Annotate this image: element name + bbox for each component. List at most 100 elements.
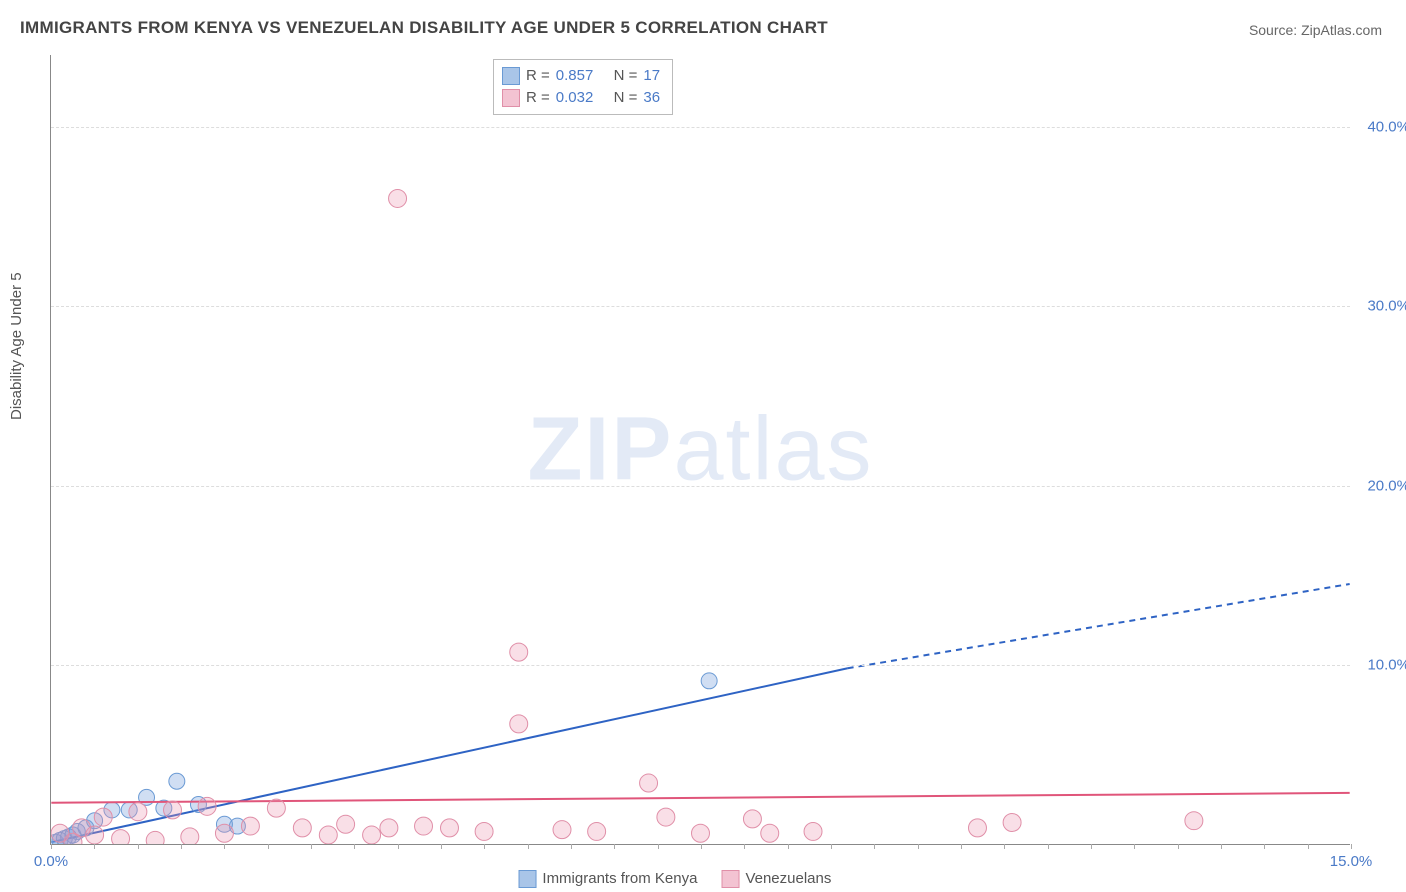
gridline (51, 486, 1350, 487)
x-tick-minor (311, 844, 312, 849)
data-point (968, 819, 986, 837)
x-tick-minor (354, 844, 355, 849)
n-value: 17 (643, 65, 660, 87)
x-tick-minor (744, 844, 745, 849)
data-point (743, 810, 761, 828)
x-tick-minor (1308, 844, 1309, 849)
r-value: 0.857 (556, 65, 594, 87)
r-label: R = (526, 65, 550, 87)
x-tick-minor (658, 844, 659, 849)
data-point (337, 815, 355, 833)
source-label: Source: ZipAtlas.com (1249, 22, 1382, 38)
y-axis-label: Disability Age Under 5 (8, 272, 25, 420)
legend-item: Venezuelans (721, 870, 831, 888)
n-value: 36 (643, 87, 660, 109)
data-point (510, 715, 528, 733)
x-tick-minor (1178, 844, 1179, 849)
legend-swatch (518, 870, 536, 888)
plot-area: ZIPatlas R = 0.857 N = 17R = 0.032 N = 3… (50, 55, 1350, 845)
r-label: R = (526, 87, 550, 109)
x-tick-minor (614, 844, 615, 849)
legend-swatch (502, 67, 520, 85)
data-point (146, 831, 164, 844)
r-value: 0.032 (556, 87, 594, 109)
x-tick-minor (1134, 844, 1135, 849)
legend-swatch (721, 870, 739, 888)
x-tick-minor (224, 844, 225, 849)
legend-swatch (502, 89, 520, 107)
data-point (241, 817, 259, 835)
chart-svg (51, 55, 1350, 844)
data-point (215, 824, 233, 842)
x-tick-minor (831, 844, 832, 849)
data-point (440, 819, 458, 837)
data-point (510, 643, 528, 661)
correlation-legend: R = 0.857 N = 17R = 0.032 N = 36 (493, 59, 673, 115)
legend-item: Immigrants from Kenya (518, 870, 697, 888)
x-tick-minor (51, 844, 52, 849)
data-point (380, 819, 398, 837)
data-point (640, 774, 658, 792)
data-point (363, 826, 381, 844)
data-point (1185, 812, 1203, 830)
y-tick-label: 30.0% (1367, 298, 1406, 315)
data-point (553, 821, 571, 839)
x-tick-minor (138, 844, 139, 849)
data-point (804, 822, 822, 840)
x-tick-minor (484, 844, 485, 849)
trend-line-extension (848, 584, 1350, 668)
data-point (181, 828, 199, 844)
bottom-legend: Immigrants from Kenya Venezuelans (518, 870, 831, 888)
data-point (692, 824, 710, 842)
y-tick-label: 40.0% (1367, 118, 1406, 135)
data-point (169, 773, 185, 789)
data-point (761, 824, 779, 842)
data-point (267, 799, 285, 817)
gridline (51, 665, 1350, 666)
data-point (293, 819, 311, 837)
trend-line (51, 793, 1349, 803)
data-point (164, 801, 182, 819)
data-point (1003, 813, 1021, 831)
x-tick-minor (1264, 844, 1265, 849)
legend-label: Venezuelans (745, 870, 831, 887)
x-tick-minor (961, 844, 962, 849)
x-tick-minor (441, 844, 442, 849)
y-tick-label: 20.0% (1367, 477, 1406, 494)
data-point (319, 826, 337, 844)
x-tick-minor (181, 844, 182, 849)
x-tick-minor (94, 844, 95, 849)
data-point (657, 808, 675, 826)
x-tick-minor (1221, 844, 1222, 849)
data-point (475, 822, 493, 840)
data-point (198, 797, 216, 815)
data-point (389, 189, 407, 207)
data-point (701, 673, 717, 689)
gridline (51, 306, 1350, 307)
x-tick-minor (1091, 844, 1092, 849)
x-tick-minor (788, 844, 789, 849)
data-point (415, 817, 433, 835)
correlation-row: R = 0.857 N = 17 (502, 65, 660, 87)
x-tick-label: 0.0% (34, 853, 68, 870)
x-tick-minor (398, 844, 399, 849)
x-tick-minor (1351, 844, 1352, 849)
data-point (86, 826, 104, 844)
x-tick-minor (701, 844, 702, 849)
data-point (112, 830, 130, 844)
x-tick-minor (268, 844, 269, 849)
n-label: N = (614, 87, 638, 109)
n-label: N = (614, 65, 638, 87)
x-tick-minor (1004, 844, 1005, 849)
x-tick-minor (1048, 844, 1049, 849)
x-tick-minor (571, 844, 572, 849)
x-tick-minor (528, 844, 529, 849)
correlation-row: R = 0.032 N = 36 (502, 87, 660, 109)
x-tick-minor (918, 844, 919, 849)
chart-title: IMMIGRANTS FROM KENYA VS VENEZUELAN DISA… (20, 18, 828, 38)
x-tick-minor (874, 844, 875, 849)
data-point (129, 803, 147, 821)
data-point (94, 808, 112, 826)
legend-label: Immigrants from Kenya (542, 870, 697, 887)
gridline (51, 127, 1350, 128)
